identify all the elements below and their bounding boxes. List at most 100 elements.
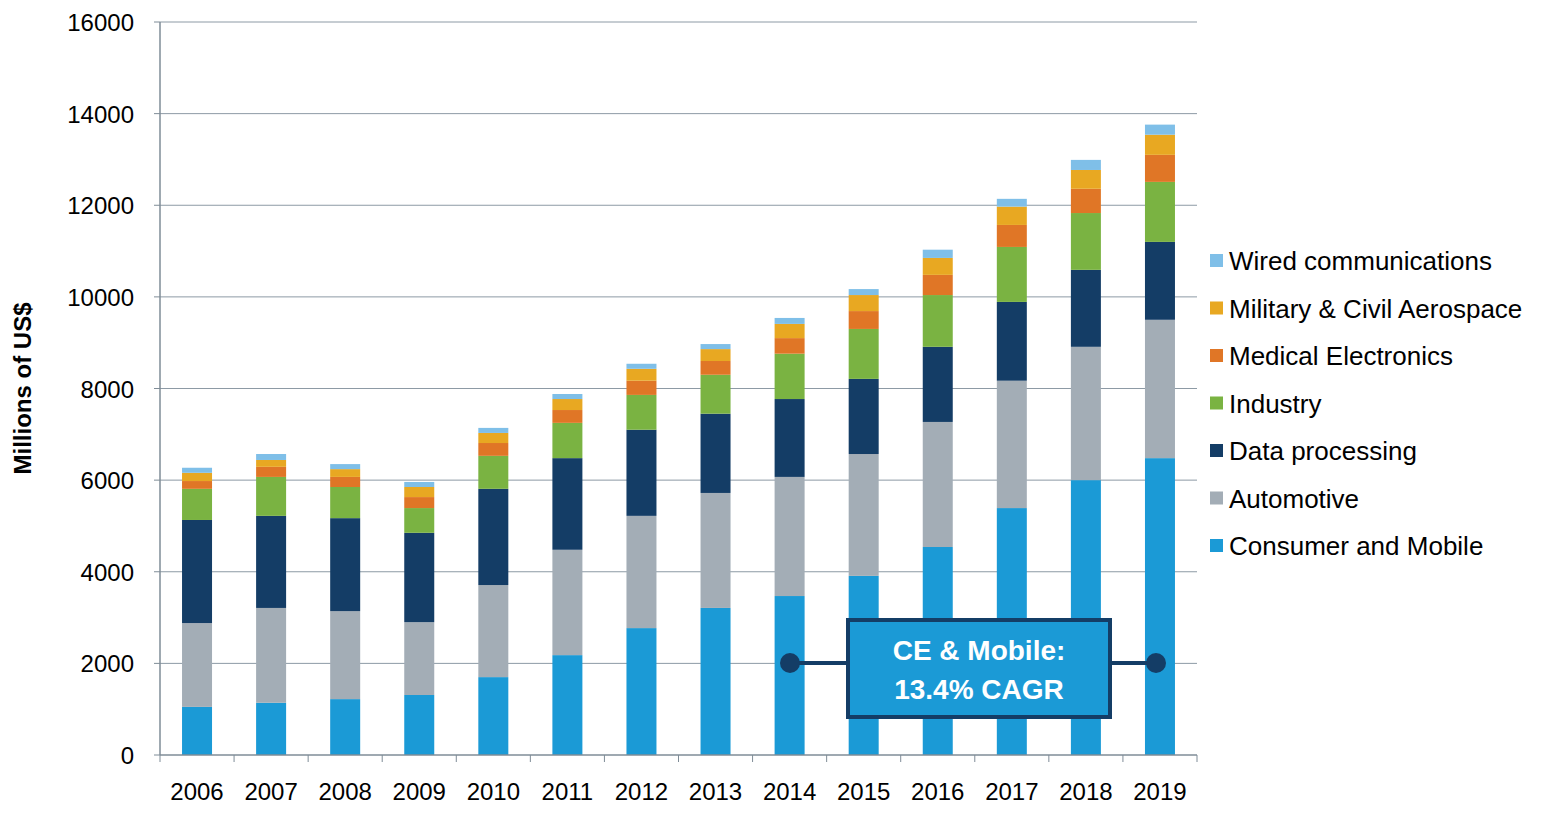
bar-segment [552, 423, 582, 458]
y-axis-title: Millions of US$ [9, 302, 36, 475]
legend-label: Automotive [1229, 484, 1359, 514]
bar-segment [330, 487, 360, 518]
x-tick-label: 2009 [393, 778, 446, 805]
x-tick [974, 755, 975, 762]
bar-segment [404, 508, 434, 533]
bar-segment [182, 481, 212, 489]
y-tick [154, 388, 160, 389]
bar-segment [404, 482, 434, 487]
bars [182, 125, 1175, 755]
bar-segment [849, 329, 879, 379]
x-tick [456, 755, 457, 762]
bar-segment [626, 430, 656, 516]
y-tick [154, 22, 160, 23]
bar-segment [404, 622, 434, 695]
bar-segment [1071, 270, 1101, 347]
x-tick-label: 2017 [985, 778, 1038, 805]
x-tick [604, 755, 605, 762]
legend-swatch [1210, 539, 1223, 552]
bar-segment [1145, 182, 1175, 242]
bar-segment [256, 454, 286, 460]
bar-segment [626, 628, 656, 755]
bar-segment [997, 225, 1027, 247]
bar-segment [997, 207, 1027, 225]
bar-segment [404, 695, 434, 755]
bar-segment [1071, 160, 1101, 170]
bar-segment [1071, 189, 1101, 213]
y-tick [154, 205, 160, 206]
bar-segment [923, 422, 953, 547]
annotation-dot [780, 653, 800, 673]
bar-segment [182, 473, 212, 481]
grid-line [160, 388, 1197, 389]
bar-segment [701, 375, 731, 414]
bar-segment [1145, 458, 1175, 755]
bar-segment [552, 399, 582, 410]
annotation-text: 13.4% CAGR [894, 674, 1064, 705]
legend-label: Wired communications [1229, 246, 1492, 276]
x-tick [234, 755, 235, 762]
x-tick-label: 2014 [763, 778, 816, 805]
bar-segment [626, 516, 656, 628]
y-tick-label: 0 [121, 742, 134, 769]
bar-segment [626, 369, 656, 381]
bar-segment [182, 623, 212, 707]
grid-line [160, 296, 1197, 297]
x-tick [530, 755, 531, 762]
x-tick-label: 2016 [911, 778, 964, 805]
bar-segment [997, 199, 1027, 207]
bar-segment [256, 703, 286, 755]
bar-segment [775, 318, 805, 324]
bar-segment [923, 250, 953, 258]
y-tick [154, 480, 160, 481]
bar-segment [1145, 320, 1175, 458]
annotation-text: CE & Mobile: [893, 635, 1066, 666]
bar-segment [1145, 242, 1175, 320]
annotation-dot [1146, 653, 1166, 673]
grid-line [160, 205, 1197, 206]
bar-segment [256, 467, 286, 477]
bar-segment [849, 311, 879, 329]
bar-segment [256, 477, 286, 516]
grid-line [160, 22, 1197, 23]
bar-segment [478, 428, 508, 433]
bar-segment [923, 295, 953, 347]
y-tick-label: 6000 [81, 467, 134, 494]
x-tick-label: 2018 [1059, 778, 1112, 805]
bar-segment [626, 395, 656, 430]
bar-segment [1145, 125, 1175, 135]
bar-segment [923, 347, 953, 422]
x-tick [1197, 755, 1198, 762]
bar-segment [1071, 170, 1101, 189]
y-tick-label: 8000 [81, 376, 134, 403]
bar-segment [404, 497, 434, 508]
x-tick-label: 2012 [615, 778, 668, 805]
y-tick-label: 12000 [67, 192, 134, 219]
bar-segment [478, 585, 508, 677]
bar-segment [997, 302, 1027, 381]
bar-segment [626, 381, 656, 395]
bar-segment [182, 468, 212, 473]
bar-segment [552, 410, 582, 423]
bar-segment [182, 707, 212, 755]
bar-segment [256, 460, 286, 467]
x-tick [160, 755, 161, 762]
grid-line [160, 113, 1197, 114]
bar-segment [775, 399, 805, 477]
bar-segment [478, 677, 508, 755]
bar-segment [1145, 135, 1175, 155]
legend-label: Medical Electronics [1229, 341, 1453, 371]
x-tick [1048, 755, 1049, 762]
bar-segment [849, 379, 879, 454]
x-tick-label: 2011 [542, 778, 594, 805]
bar-segment [478, 443, 508, 456]
bar-segment [701, 414, 731, 493]
legend-swatch [1210, 349, 1223, 362]
bar-segment [552, 655, 582, 755]
bar-segment [701, 349, 731, 361]
x-tick-label: 2013 [689, 778, 742, 805]
y-axis [159, 22, 161, 755]
legend-swatch [1210, 397, 1223, 410]
bar-segment [330, 464, 360, 469]
bar-segment [552, 458, 582, 550]
